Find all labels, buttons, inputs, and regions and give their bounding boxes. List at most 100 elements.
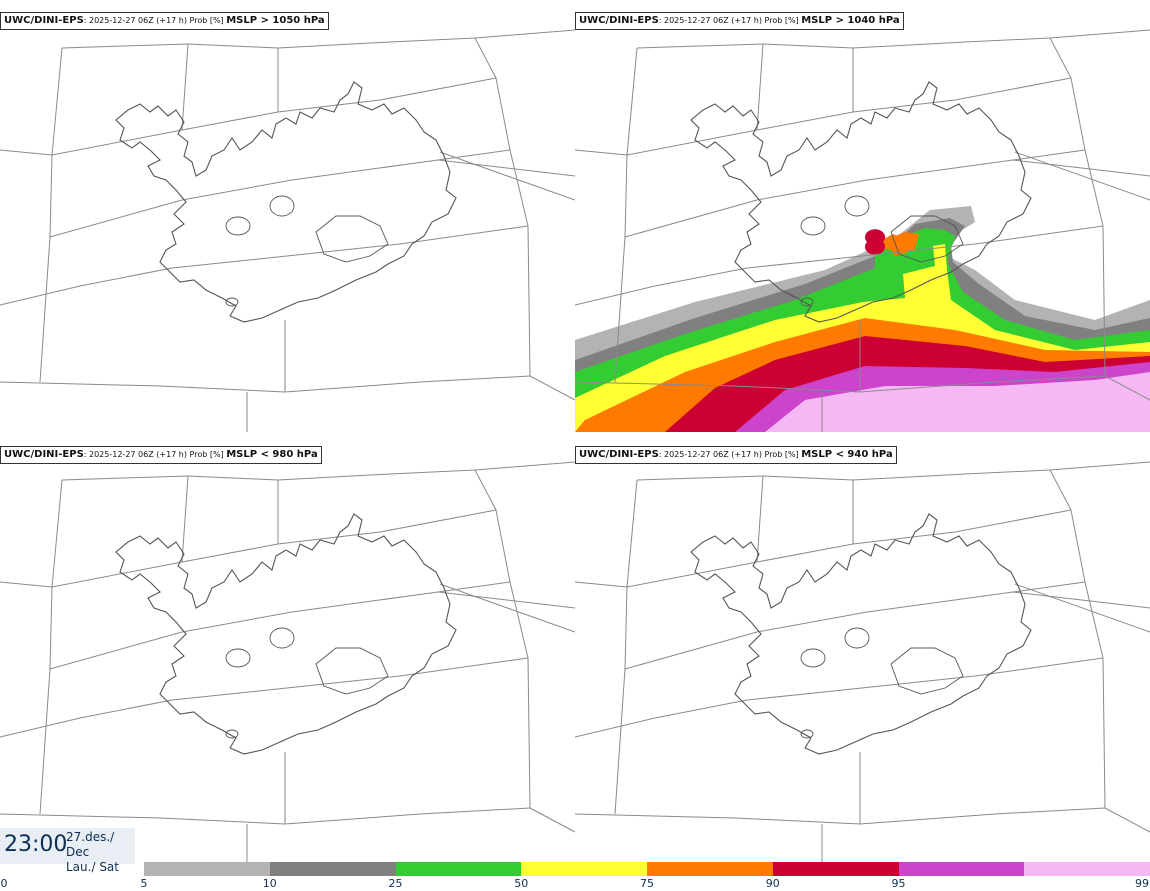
graticule-line: [474, 469, 531, 809]
glacier-langjokull: [269, 195, 295, 217]
graticule-line: [575, 657, 1104, 738]
glacier-langjokull: [269, 627, 295, 649]
legend-tick: 90: [765, 877, 780, 890]
glacier-vatnajokull: [890, 215, 964, 263]
graticule-line: [624, 149, 1086, 238]
threshold-4: MSLP < 940 hPa: [801, 449, 893, 460]
glacier-hofsjokull: [800, 648, 826, 668]
coastline: [690, 513, 1032, 755]
graticule-line: [49, 149, 511, 238]
graticule-line: [437, 591, 575, 609]
map-panel-3: UWC/DINI-EPS: 2025-12-27 06Z (+17 h) Pro…: [0, 432, 575, 864]
graticule-line: [437, 159, 575, 177]
panel-title-1: UWC/DINI-EPS: 2025-12-27 06Z (+17 h) Pro…: [0, 12, 329, 30]
glacier-langjokull: [844, 195, 870, 217]
graticule-line: [575, 77, 1072, 156]
graticule-line: [1014, 583, 1150, 633]
graticule-line: [181, 475, 189, 563]
graticule-line: [181, 43, 189, 131]
graticule-line: [39, 479, 63, 815]
legend-tick: 25: [388, 877, 403, 890]
legend-color-2: [395, 862, 522, 876]
glacier-hofsjokull: [225, 648, 251, 668]
threshold-3: MSLP < 980 hPa: [226, 449, 318, 460]
iceland-map-3: [0, 461, 575, 864]
graticule-line: [614, 47, 638, 383]
graticule-line: [756, 43, 764, 131]
model-name-3: UWC/DINI-EPS: [4, 449, 84, 460]
probability-legend: 0 5 10 25 50 75 90 95 99: [0, 862, 1150, 891]
graticule-line: [0, 807, 531, 825]
glacier-myrdalsjokull: [800, 729, 814, 739]
graticule-line: [636, 29, 1150, 49]
graticule-line: [39, 47, 63, 383]
legend-tick: 99: [1135, 877, 1149, 890]
threshold-1: MSLP > 1050 hPa: [226, 15, 325, 26]
legend-tick: 10: [262, 877, 277, 890]
glacier-myrdalsjokull: [225, 729, 239, 739]
graticule-line: [1012, 159, 1150, 177]
glacier-myrdalsjokull: [800, 297, 814, 307]
graticule-line: [474, 37, 531, 377]
legend-color-7: [1024, 862, 1150, 876]
graticule-line: [0, 375, 531, 393]
legend-tick: 75: [640, 877, 654, 890]
graticule-line: [1049, 469, 1106, 809]
graticule-line: [1014, 151, 1150, 201]
graticule-line: [1012, 591, 1150, 609]
valid-date: 27.des./ Dec Lau./ Sat: [66, 830, 135, 875]
graticule-line: [439, 151, 575, 201]
graticule-line: [529, 375, 575, 401]
panel-title-2: UWC/DINI-EPS: 2025-12-27 06Z (+17 h) Pro…: [575, 12, 904, 30]
model-name-1: UWC/DINI-EPS: [4, 15, 84, 26]
glacier-hofsjokull: [800, 216, 826, 236]
panel-title-3: UWC/DINI-EPS: 2025-12-27 06Z (+17 h) Pro…: [0, 446, 322, 464]
map-panel-1: UWC/DINI-EPS: 2025-12-27 06Z (+17 h) Pro…: [0, 0, 575, 432]
probability-field: [575, 206, 1150, 432]
graticule-line: [49, 581, 511, 670]
graticule-line: [0, 225, 529, 306]
graticule-line: [529, 807, 575, 833]
legend-tick: 0: [0, 877, 8, 890]
glacier-vatnajokull: [315, 215, 389, 263]
map-panel-2: UWC/DINI-EPS: 2025-12-27 06Z (+17 h) Pro…: [575, 0, 1150, 432]
graticule-line: [575, 509, 1072, 588]
valid-time-box: 23:00 27.des./ Dec Lau./ Sat: [0, 828, 135, 874]
legend-color-3: [521, 862, 647, 876]
graticule-line: [575, 807, 1106, 825]
glacier-hofsjokull: [225, 216, 251, 236]
prob-band-7: [765, 372, 1150, 432]
iceland-map-1: [0, 29, 575, 432]
coastline: [115, 513, 457, 755]
panel-meta-2: : 2025-12-27 06Z (+17 h) Prob [%]: [658, 16, 799, 25]
model-name-4: UWC/DINI-EPS: [579, 449, 659, 460]
graticule-line: [439, 583, 575, 633]
graticule-line: [614, 479, 638, 815]
legend-color-5: [772, 862, 899, 876]
glacier-vatnajokull: [890, 647, 964, 695]
legend-color-0: [144, 862, 270, 876]
graticule-line: [0, 657, 529, 738]
graticule-line: [575, 225, 1104, 306]
glacier-langjokull: [844, 627, 870, 649]
panel-meta-1: : 2025-12-27 06Z (+17 h) Prob [%]: [83, 16, 224, 25]
graticule-line: [61, 29, 575, 49]
legend-color-6: [898, 862, 1025, 876]
graticule-line: [1104, 375, 1150, 401]
legend-tick: 50: [514, 877, 529, 890]
legend-color-1: [269, 862, 396, 876]
graticule-line: [636, 461, 1150, 481]
valid-date-line1: 27.des./ Dec: [66, 830, 115, 859]
graticule-line: [756, 475, 764, 563]
coastline: [690, 81, 1032, 323]
glacier-myrdalsjokull: [225, 297, 239, 307]
legend-color-4: [647, 862, 773, 876]
coastline: [115, 81, 457, 323]
graticule-line: [61, 461, 575, 481]
panel-meta-4: : 2025-12-27 06Z (+17 h) Prob [%]: [658, 450, 799, 459]
valid-time: 23:00: [4, 832, 68, 857]
graticule-line: [1049, 37, 1106, 377]
graticule-line: [0, 509, 497, 588]
legend-tick: 5: [140, 877, 148, 890]
graticule-line: [1104, 807, 1150, 833]
